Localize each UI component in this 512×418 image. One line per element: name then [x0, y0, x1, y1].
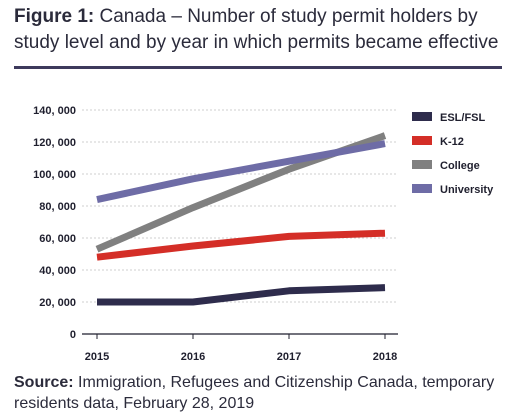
source-text: Immigration, Refugees and Citizenship Ca…	[14, 374, 495, 412]
figure-source: Source: Immigration, Refugees and Citize…	[14, 372, 504, 414]
legend-swatch	[412, 112, 432, 121]
figure-title: Figure 1: Canada – Number of study permi…	[14, 4, 504, 56]
y-tick-label: 40, 000	[39, 265, 76, 277]
figure-title-lead: Figure 1:	[14, 6, 95, 27]
y-tick-label: 0	[70, 329, 76, 341]
series-line-university	[96, 140, 386, 204]
figure-title-text: Canada – Number of study permit holders …	[14, 6, 499, 53]
source-lead: Source:	[14, 374, 74, 391]
x-tick-label: 2018	[373, 351, 397, 363]
y-axis-ticks: 0 20, 000 40, 000 60, 000 80, 000 100, 000 120…	[33, 105, 76, 341]
y-tick-label: 80, 000	[39, 201, 76, 213]
y-tick-label: 140, 000	[33, 105, 76, 117]
series-lines	[95, 132, 387, 306]
y-tick-label: 20, 000	[39, 297, 76, 309]
legend-label: K-12	[440, 136, 464, 148]
x-tick-label: 2017	[277, 351, 301, 363]
x-axis: 2015 2016 2017 2018	[82, 333, 398, 363]
legend-swatch	[412, 136, 432, 145]
legend-label: University	[440, 184, 494, 196]
series-line-k-12	[96, 229, 386, 261]
series-line-esl-fsl	[97, 284, 386, 306]
y-tick-label: 60, 000	[39, 233, 76, 245]
legend-swatch	[412, 184, 432, 193]
legend: ESL/FSL K-12 College University	[412, 112, 494, 196]
legend-label: College	[440, 160, 480, 172]
legend-swatch	[412, 160, 432, 169]
title-divider	[14, 66, 502, 69]
x-tick-label: 2016	[181, 351, 205, 363]
legend-label: ESL/FSL	[440, 112, 486, 124]
y-tick-label: 120, 000	[33, 137, 76, 149]
x-tick-label: 2015	[85, 351, 109, 363]
gridlines	[82, 109, 398, 303]
y-tick-label: 100, 000	[33, 169, 76, 181]
